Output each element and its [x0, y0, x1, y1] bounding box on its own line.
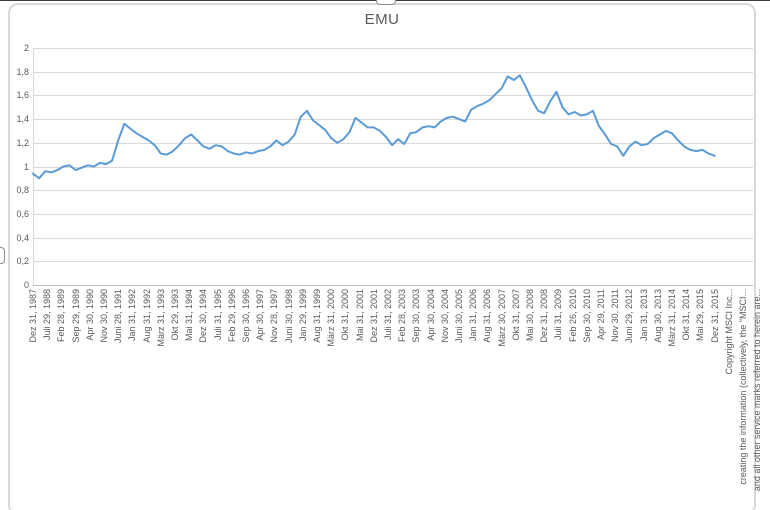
gridline	[33, 71, 753, 73]
y-axis-label[interactable]: 1,6	[16, 90, 29, 101]
gridline	[33, 95, 753, 97]
chart-resize-handle-top[interactable]	[376, 0, 396, 5]
gridline	[33, 166, 753, 168]
x-axis-line	[33, 285, 753, 286]
y-axis-label[interactable]: 0,6	[16, 208, 29, 219]
gridline	[33, 261, 753, 263]
y-axis-label[interactable]: 1,8	[16, 66, 29, 77]
chart-title[interactable]: EMU	[364, 11, 400, 28]
gridline	[33, 213, 753, 215]
gridline	[33, 190, 753, 192]
gridline	[33, 48, 753, 49]
y-axis-label[interactable]: 0,2	[16, 256, 29, 267]
data-series-line[interactable]	[32, 74, 716, 180]
gridline	[33, 237, 753, 239]
gridline	[33, 119, 753, 121]
y-axis-label[interactable]: 0,4	[16, 232, 29, 243]
y-axis-label[interactable]: 1	[23, 161, 29, 172]
y-axis-label[interactable]: 1,4	[16, 114, 29, 125]
chart-resize-handle-left[interactable]	[0, 247, 5, 264]
y-axis-label[interactable]: 2	[23, 43, 29, 53]
y-axis-label[interactable]: 0	[23, 280, 29, 290]
chart-area[interactable]	[8, 3, 756, 510]
y-axis-line	[33, 48, 34, 285]
y-axis-label[interactable]: 1,2	[16, 137, 29, 148]
y-axis-label[interactable]: 0,8	[16, 185, 29, 196]
